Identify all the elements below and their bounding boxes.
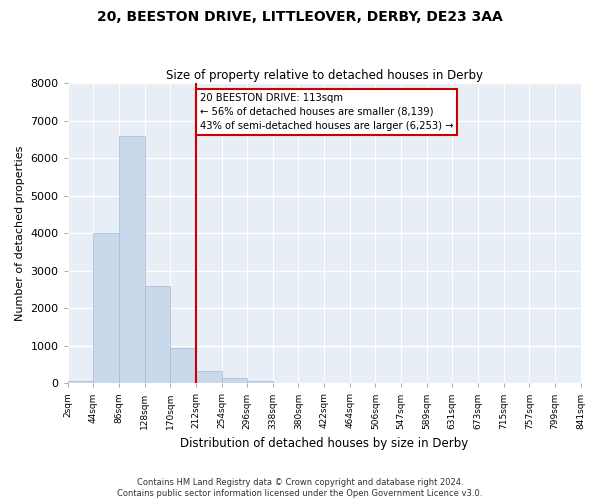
Bar	[145, 286, 170, 384]
Y-axis label: Number of detached properties: Number of detached properties	[15, 146, 25, 321]
Text: 20, BEESTON DRIVE, LITTLEOVER, DERBY, DE23 3AA: 20, BEESTON DRIVE, LITTLEOVER, DERBY, DE…	[97, 10, 503, 24]
Bar	[196, 372, 221, 384]
Bar	[119, 136, 145, 384]
Text: 20 BEESTON DRIVE: 113sqm
← 56% of detached houses are smaller (8,139)
43% of sem: 20 BEESTON DRIVE: 113sqm ← 56% of detach…	[200, 92, 453, 130]
X-axis label: Distribution of detached houses by size in Derby: Distribution of detached houses by size …	[180, 437, 468, 450]
Bar	[94, 233, 119, 384]
Text: Contains HM Land Registry data © Crown copyright and database right 2024.
Contai: Contains HM Land Registry data © Crown c…	[118, 478, 482, 498]
Title: Size of property relative to detached houses in Derby: Size of property relative to detached ho…	[166, 69, 482, 82]
Bar	[68, 382, 94, 384]
Bar	[170, 348, 196, 384]
Bar	[247, 382, 273, 384]
Bar	[221, 378, 247, 384]
